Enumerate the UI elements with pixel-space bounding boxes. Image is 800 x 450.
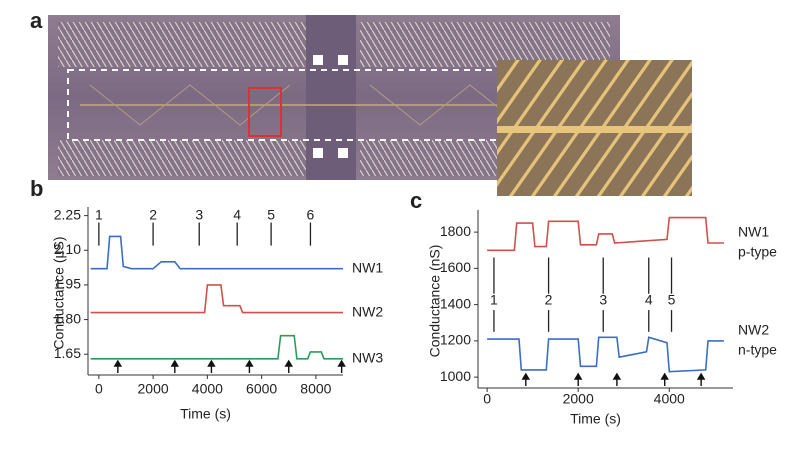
series-type: p-type [738,244,777,260]
stimulus-arrow [245,359,254,373]
trace [90,284,343,314]
y-tick-label: 1400 [440,295,471,311]
event-label: 4 [645,292,653,308]
panel-label: a [30,8,43,33]
series-label: NW1 [738,224,769,240]
event-label: 1 [95,206,103,222]
panel-label: b [30,176,43,201]
stimulus-arrow [696,372,706,386]
trace [90,235,343,270]
x-tick-label: 8000 [300,381,331,397]
x-axis-title: Time (s) [180,406,231,422]
y-axis-title: Conductance (µS) [51,236,67,349]
y-axis-title: Conductance (nS) [427,245,443,358]
event-label: 4 [233,206,241,222]
event-label: 5 [668,292,676,308]
series-label: NW1 [352,259,383,275]
y-tick-label: 2.10 [54,241,81,257]
x-tick-label: 0 [483,391,491,407]
series-type: n-type [738,342,777,358]
series-label: NW2 [738,322,769,338]
y-tick-label: 1.95 [54,276,81,292]
stimulus-arrow [660,372,669,386]
y-tick-label: 1000 [440,368,471,384]
event-label: 5 [267,206,275,222]
stimulus-arrow [284,359,293,373]
stimulus-arrow [612,372,622,386]
y-tick-label: 1.80 [54,310,81,326]
stimulus-arrow [521,372,531,386]
panel-label: c [410,188,422,213]
y-tick-label: 2.25 [54,206,81,222]
x-axis-title: Time (s) [570,411,621,427]
y-tick-label: 1200 [440,332,471,348]
event-label: 1 [490,292,498,308]
x-tick-label: 0 [95,381,103,397]
trace [90,334,343,360]
x-tick-label: 6000 [246,381,277,397]
stimulus-arrow [573,372,583,386]
event-label: 3 [195,206,203,222]
stimulus-arrow [337,359,346,373]
event-label: 2 [545,292,553,308]
y-tick-label: 1.65 [54,345,81,361]
stimulus-arrow [207,359,216,373]
event-label: 2 [149,206,157,222]
series-label: NW2 [352,303,383,319]
y-tick-label: 1800 [440,223,471,239]
event-label: 3 [599,292,607,308]
trace [487,336,724,373]
x-tick-label: 4000 [654,391,685,407]
micrograph [48,15,692,196]
trace [487,216,724,252]
event-label: 6 [307,206,315,222]
stimulus-arrow [113,359,123,373]
y-tick-label: 1600 [440,259,471,275]
x-tick-label: 4000 [192,381,223,397]
series-label: NW3 [352,350,383,366]
x-tick-label: 2000 [138,381,169,397]
stimulus-arrow [170,359,180,373]
x-tick-label: 2000 [563,391,594,407]
